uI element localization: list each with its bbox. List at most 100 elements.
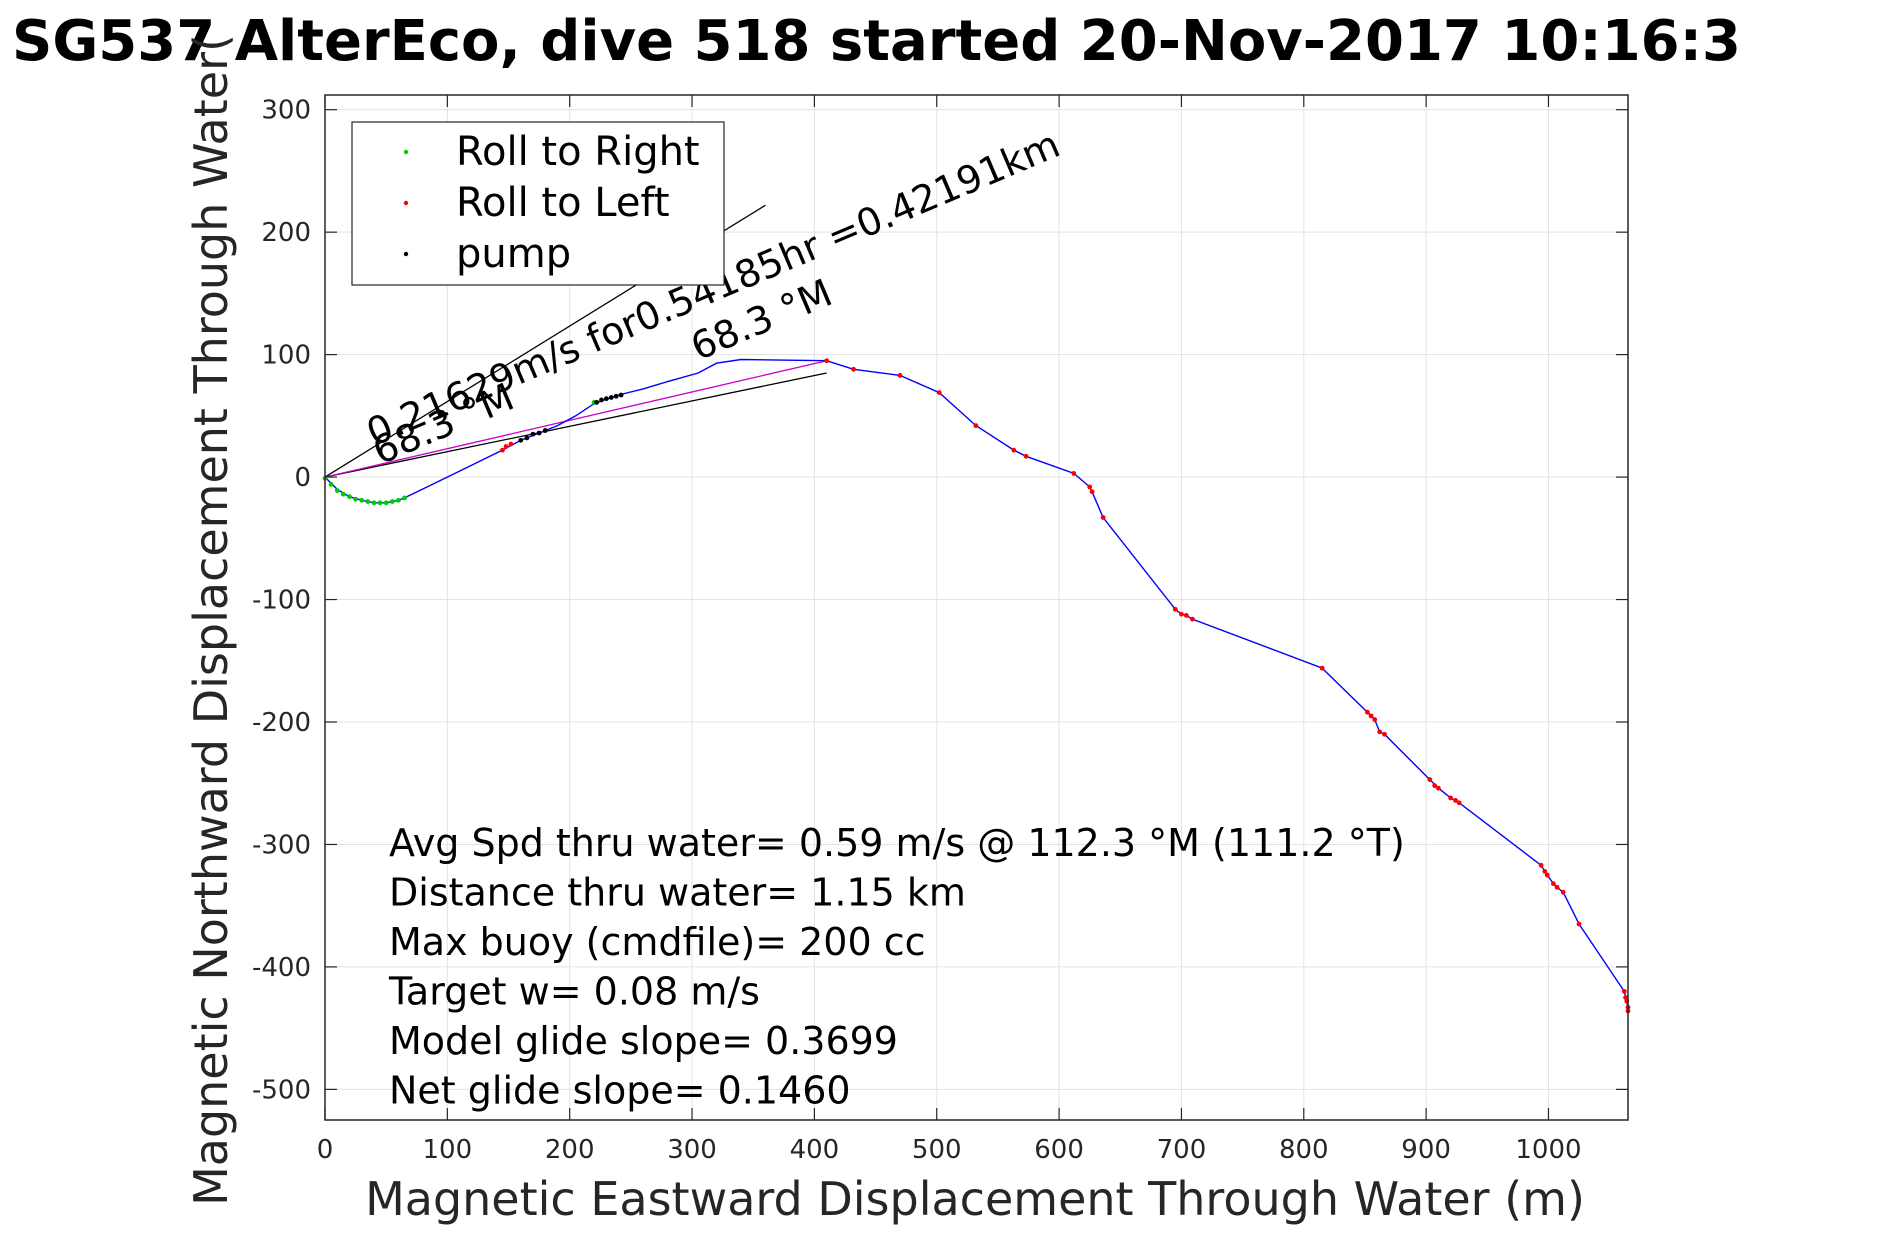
roll-left-point (1453, 797, 1458, 803)
roll-left-point (1550, 881, 1556, 887)
roll-right-point (365, 499, 371, 504)
roll-left-point (936, 390, 942, 395)
roll-left-point (503, 444, 509, 449)
legend-label-pump: pump (456, 231, 571, 277)
pump-point (524, 435, 530, 441)
roll-left-point (1554, 884, 1560, 890)
roll-left-point (1435, 785, 1441, 791)
pump-point (518, 437, 524, 443)
roll-left-point (851, 366, 856, 372)
bearing-ray (324, 372, 827, 478)
x-tick-label: 1000 (1515, 1135, 1581, 1165)
roll-left-point (508, 441, 514, 447)
y-tick-label: -400 (252, 953, 311, 983)
y-tick-label: 200 (261, 218, 311, 248)
roll-left-point (500, 447, 505, 453)
stat-line: Avg Spd thru water= 0.59 m/s @ 112.3 °M … (389, 821, 1405, 865)
legend-marker-pump (403, 251, 409, 257)
legend-marker-roll-right (403, 149, 409, 155)
x-tick-label: 600 (1034, 1135, 1084, 1165)
roll-right-point (371, 500, 377, 506)
pump-point (542, 428, 548, 433)
x-tick-label: 400 (790, 1135, 840, 1165)
roll-left-point (1368, 713, 1374, 719)
legend-box (351, 121, 725, 286)
roll-right-point (347, 494, 352, 500)
roll-right-point (340, 491, 346, 497)
roll-left-point (1172, 606, 1178, 612)
roll-right-point (334, 488, 340, 493)
pump-point (618, 392, 624, 398)
y-tick-label: 300 (261, 96, 311, 126)
y-tick-label: -500 (252, 1075, 311, 1105)
roll-left-point (1087, 484, 1093, 490)
stat-line: Max buoy (cmdfile)= 200 cc (389, 920, 926, 964)
legend-label-roll-left: Roll to Left (456, 180, 670, 226)
roll-right-point (383, 500, 389, 506)
roll-left-point (1190, 616, 1195, 622)
bearing-ray (324, 360, 827, 478)
roll-left-point (1365, 709, 1370, 715)
roll-left-point (1560, 889, 1566, 895)
roll-right-point (396, 497, 401, 503)
y-tick-label: -300 (252, 830, 311, 860)
x-tick-label: 500 (912, 1135, 962, 1165)
point-layer (322, 358, 1631, 1014)
x-tick-label: 0 (317, 1135, 334, 1165)
legend: Roll to Right Roll to Left pump (351, 121, 725, 286)
stat-line: Model glide slope= 0.3699 (389, 1019, 898, 1063)
roll-left-point (1071, 471, 1077, 476)
legend-label-roll-right: Roll to Right (456, 129, 700, 175)
roll-left-point (1011, 447, 1017, 453)
x-tick-label: 100 (423, 1135, 473, 1165)
stats-annotations: Avg Spd thru water= 0.59 m/s @ 112.3 °M … (388, 821, 1405, 1113)
pump-point (536, 430, 542, 436)
legend-marker-roll-left (403, 200, 409, 206)
roll-right-point (328, 482, 334, 487)
x-tick-label: 200 (545, 1135, 595, 1165)
roll-left-point (1432, 783, 1438, 789)
pump-point (594, 399, 600, 405)
roll-left-point (897, 373, 903, 378)
stat-line: Target w= 0.08 m/s (388, 970, 760, 1014)
roll-left-point (1372, 717, 1378, 722)
roll-left-point (1456, 800, 1462, 806)
roll-left-point (1542, 869, 1548, 874)
plot-frame (324, 94, 1629, 1121)
roll-left-point (1023, 453, 1029, 459)
x-tick-label: 800 (1279, 1135, 1329, 1165)
y-axis-label: Magnetic Northward Displacement Through … (184, 34, 238, 1206)
x-tick-label: 300 (667, 1135, 717, 1165)
pump-point (608, 395, 614, 400)
roll-left-point (1621, 989, 1627, 994)
x-axis-label: Magnetic Eastward Displacement Through W… (365, 1172, 1585, 1226)
roll-left-point (1377, 729, 1383, 735)
roll-left-point (1427, 777, 1433, 782)
roll-left-point (1183, 613, 1189, 618)
roll-left-point (1448, 795, 1453, 801)
y-tick-label: 100 (261, 341, 311, 371)
roll-left-point (824, 358, 830, 364)
roll-left-point (1623, 995, 1628, 1000)
x-tick-label: 900 (1401, 1135, 1451, 1165)
roll-left-point (1089, 489, 1095, 495)
roll-left-point (1100, 515, 1106, 520)
chart-title: SG537 AlterEco, dive 518 started 20-Nov-… (12, 9, 1741, 74)
roll-left-point (1538, 862, 1544, 868)
roll-right-point (353, 496, 358, 502)
roll-right-point (359, 497, 365, 503)
roll-left-point (1319, 665, 1325, 671)
pump-point (603, 396, 609, 402)
y-tick-label: 0 (294, 463, 311, 493)
pump-point (530, 431, 536, 437)
y-tick-label: -200 (252, 708, 311, 738)
stat-line: Net glide slope= 0.1460 (389, 1069, 851, 1113)
roll-left-point (1576, 921, 1582, 927)
axis-ticks: 0 100 200 300 400 500 600 700 800 900 100030020010… (252, 95, 1628, 1165)
roll-left-point (973, 423, 979, 429)
roll-left-point (1179, 611, 1184, 617)
x-tick-label: 700 (1157, 1135, 1207, 1165)
roll-right-point (377, 500, 383, 506)
pump-point (599, 397, 604, 403)
